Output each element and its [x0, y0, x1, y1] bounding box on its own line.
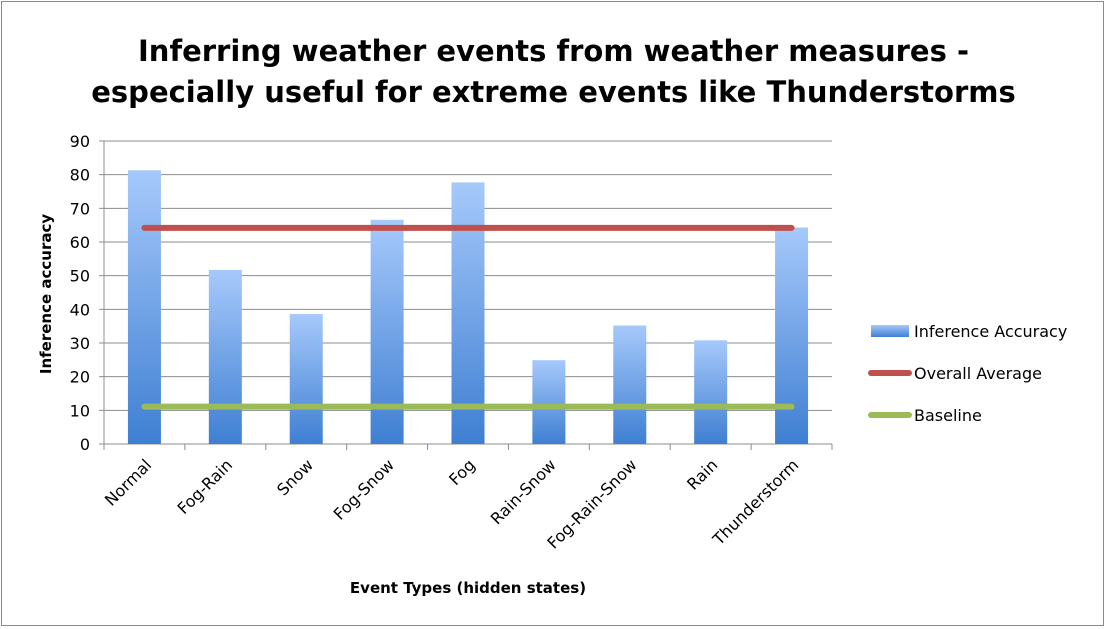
x-axis-title: Event Types (hidden states): [350, 579, 586, 597]
y-tick-label: 30: [70, 334, 90, 353]
tick-labels: 0 10 20 30 40 50 60 70 80 90 Normal Fog-Rain Snow Fog…: [70, 132, 803, 553]
legend: Inference Accuracy Overall Average Baselin…: [868, 322, 1067, 425]
bar: [775, 227, 809, 444]
bars: [127, 170, 809, 445]
y-tick-label: 90: [70, 132, 90, 151]
y-tick-label: 20: [70, 368, 90, 387]
legend-label: Overall Average: [914, 364, 1042, 383]
bar: [694, 340, 728, 444]
bar: [613, 325, 647, 444]
y-tick-label: 40: [70, 300, 90, 319]
y-tick-label: 50: [70, 267, 90, 286]
x-tick-label: Fog-Rain: [174, 455, 237, 518]
x-tick-label: Fog: [445, 455, 479, 489]
reference-lines: [141, 224, 795, 410]
bar: [532, 360, 566, 444]
y-tick-label: 80: [70, 166, 90, 185]
x-tick-label: Normal: [101, 455, 155, 509]
legend-label: Baseline: [914, 406, 982, 425]
chart-title-line-1: Inferring weather events from weather me…: [138, 34, 969, 68]
bar: [289, 314, 323, 444]
bar: [127, 170, 161, 445]
y-tick-label: 0: [80, 435, 90, 454]
y-axis-title: Inference accuracy: [37, 214, 55, 374]
y-tick-label: 10: [70, 401, 90, 420]
y-tick-label: 70: [70, 199, 90, 218]
y-tick-label: 60: [70, 233, 90, 252]
x-tick-label: Snow: [273, 455, 317, 499]
chart-title-line-2: especially useful for extreme events lik…: [91, 75, 1016, 109]
x-tick-label: Thunderstorm: [708, 455, 802, 549]
legend-swatch: [871, 325, 909, 337]
x-tick-label: Rain: [683, 455, 721, 493]
legend-label: Inference Accuracy: [914, 322, 1067, 341]
bar: [370, 219, 404, 444]
x-tick-label: Fog-Snow: [330, 455, 398, 523]
x-tick-label: Rain-Snow: [487, 455, 560, 528]
bar: [208, 269, 242, 444]
